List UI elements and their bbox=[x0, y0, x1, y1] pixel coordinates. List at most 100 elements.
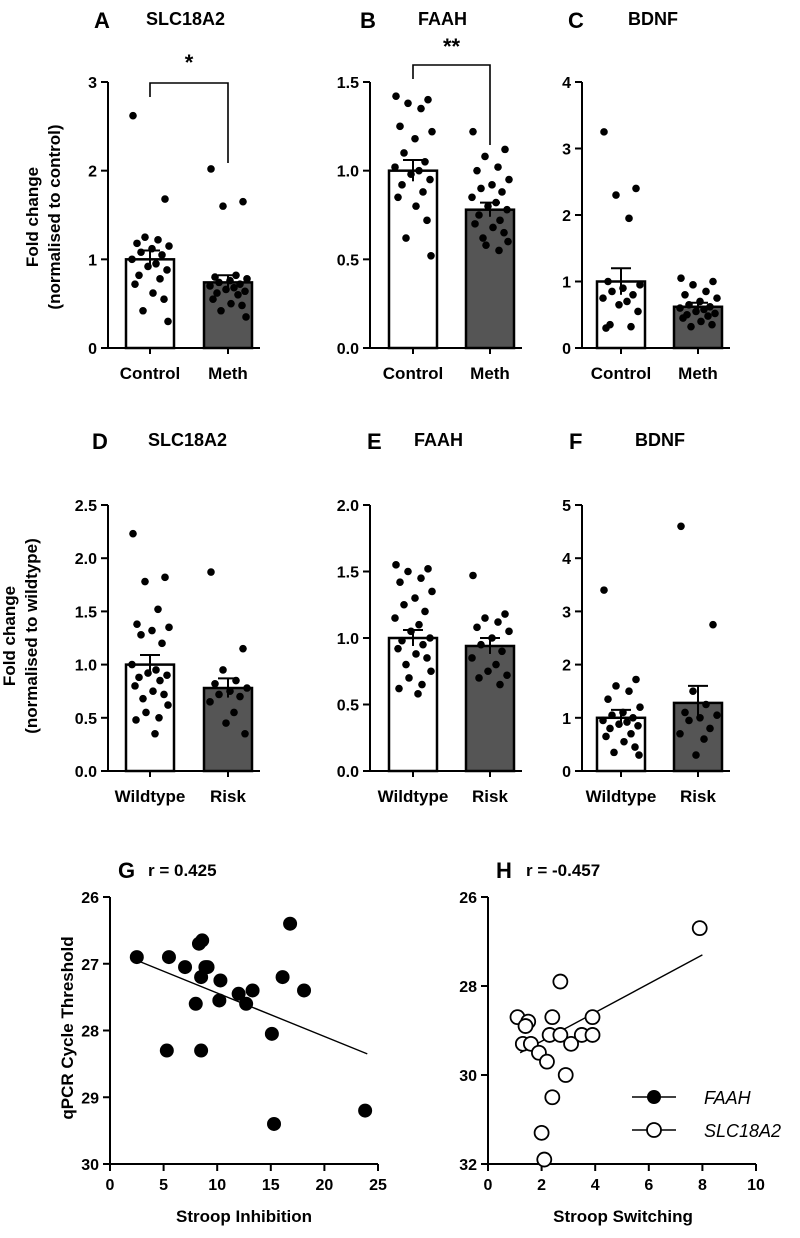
panel-d-data-point bbox=[133, 620, 141, 628]
panel-e-data-point bbox=[414, 690, 422, 698]
panel-e-data-point bbox=[475, 674, 483, 682]
panel-c: C BDNF 0 1 2 3 4 Control Meth bbox=[562, 8, 730, 383]
panel-b-significance-bracket bbox=[412, 64, 491, 145]
panel-h-ytick-label: 28 bbox=[459, 979, 477, 996]
panel-g-data-point bbox=[297, 983, 312, 998]
panel-a-data-point bbox=[242, 313, 250, 321]
panel-e: E FAAH 0.0 0.5 1.0 1.5 2.0 Wildtype Risk bbox=[337, 429, 522, 806]
panel-a-data-point bbox=[152, 259, 160, 268]
panel-e-data-point bbox=[392, 561, 400, 569]
panel-c-data-point bbox=[623, 297, 631, 306]
panel-e-data-point bbox=[492, 660, 500, 669]
panel-e-ytick-label: 0.5 bbox=[337, 698, 359, 715]
panel-b-data-point bbox=[481, 152, 489, 161]
panel-c-data-point bbox=[636, 281, 644, 289]
panel-d-data-point bbox=[135, 673, 143, 682]
panel-g-data-point bbox=[161, 950, 176, 965]
panel-g-data-point bbox=[129, 950, 144, 965]
panel-f-data-point bbox=[681, 708, 689, 717]
panel-e-data-point bbox=[496, 680, 504, 689]
panel-b-data-point bbox=[501, 145, 509, 154]
panel-f-data-point bbox=[706, 724, 714, 733]
panel-g-data-point bbox=[267, 1116, 282, 1131]
panel-g-data-point bbox=[195, 933, 210, 948]
panel-d-data-point bbox=[243, 684, 251, 692]
panel-a-data-point bbox=[139, 306, 147, 315]
panel-b-data-point bbox=[503, 205, 511, 214]
panel-c-data-point bbox=[687, 322, 695, 331]
panel-b: B FAAH 0.0 0.5 1.0 1.5 Control Meth ** bbox=[337, 8, 522, 383]
panel-a-data-point bbox=[141, 233, 149, 241]
panel-a-data-point bbox=[129, 111, 137, 120]
ylabel-bottom: qPCR Cycle Threshold bbox=[58, 936, 77, 1119]
panel-f-data-point bbox=[677, 522, 685, 531]
panel-b-data-point bbox=[392, 92, 400, 100]
panel-e-ytick-label: 2.0 bbox=[337, 498, 359, 515]
panel-b-data-point bbox=[394, 193, 402, 202]
panel-d-data-point bbox=[158, 639, 166, 648]
panel-f-data-point bbox=[634, 721, 642, 730]
panel-f-data-point bbox=[632, 675, 640, 684]
panel-a-data-point bbox=[164, 317, 172, 326]
panel-f-ytick-label: 0 bbox=[562, 764, 571, 781]
panel-b-data-point bbox=[400, 149, 408, 157]
panel-c-data-point bbox=[711, 309, 719, 318]
panel-e-data-point bbox=[395, 684, 403, 693]
panel-c-data-point bbox=[708, 320, 716, 329]
panel-a-data-point bbox=[234, 291, 242, 299]
panel-letter-e: E bbox=[367, 429, 382, 454]
panel-c-data-point bbox=[709, 277, 717, 286]
panel-h-xtick-label: 6 bbox=[644, 1177, 653, 1194]
panel-h-xtick-label: 10 bbox=[747, 1177, 765, 1194]
panel-a-data-point bbox=[206, 282, 214, 290]
panel-b-category-label: Control bbox=[383, 364, 443, 383]
panel-c-ytick-label: 2 bbox=[562, 208, 571, 225]
panel-b-data-point bbox=[475, 211, 483, 219]
panel-g-data-point bbox=[194, 1043, 209, 1058]
panel-f-data-point bbox=[627, 729, 635, 738]
panel-g-annotation: r = 0.425 bbox=[148, 861, 217, 880]
panel-b-data-point bbox=[489, 223, 497, 232]
panel-h-data-point bbox=[552, 1027, 569, 1043]
panel-letter-g: G bbox=[118, 858, 135, 883]
panel-b-data-point bbox=[424, 95, 432, 104]
panel-c-data-point bbox=[634, 307, 642, 316]
panel-c-ytick-label: 0 bbox=[562, 341, 571, 358]
panel-b-data-point bbox=[479, 234, 487, 242]
panel-d-data-point bbox=[149, 687, 157, 695]
panel-a-data-point bbox=[131, 280, 139, 288]
panel-a-data-point bbox=[239, 197, 247, 206]
panel-c-data-point bbox=[629, 291, 637, 299]
panel-f-data-point bbox=[676, 729, 684, 738]
panel-a-category-label: Meth bbox=[208, 364, 248, 383]
panel-e-data-point bbox=[503, 671, 511, 680]
panel-e-data-point bbox=[419, 640, 427, 649]
panel-c-data-point bbox=[681, 291, 689, 299]
panel-d-data-point bbox=[137, 631, 145, 639]
panel-f-category-label: Wildtype bbox=[586, 787, 657, 806]
panel-letter-a: A bbox=[94, 8, 110, 33]
panel-g-data-point bbox=[200, 960, 215, 975]
panel-d-ytick-label: 2.5 bbox=[75, 498, 97, 515]
panel-g-data-point bbox=[188, 996, 203, 1011]
panel-g-ytick-label: 26 bbox=[81, 890, 99, 907]
panel-f-data-point bbox=[700, 735, 708, 743]
panel-a-data-point bbox=[161, 195, 169, 203]
panel-g-data-point bbox=[358, 1103, 373, 1118]
panel-c-data-point bbox=[627, 322, 635, 331]
panel-h-data-point bbox=[539, 1053, 555, 1070]
panel-b-data-point bbox=[471, 220, 479, 228]
panel-a-significance-label: * bbox=[185, 50, 194, 75]
panel-c-ytick-label: 3 bbox=[562, 142, 571, 159]
panel-e-category-label: Risk bbox=[472, 787, 508, 806]
panel-a-title: SLC18A2 bbox=[146, 9, 225, 29]
panel-b-ytick-label: 0.5 bbox=[337, 252, 359, 269]
ylabel-mid-line2: (normalised to wildtype) bbox=[22, 538, 41, 734]
panel-a-data-point bbox=[165, 242, 173, 250]
panel-b-ytick-label: 1.5 bbox=[337, 75, 359, 92]
panel-e-data-point bbox=[405, 674, 413, 682]
panel-d-data-point bbox=[239, 644, 247, 653]
panel-f-data-point bbox=[702, 700, 710, 709]
panel-e-data-point bbox=[396, 578, 404, 586]
